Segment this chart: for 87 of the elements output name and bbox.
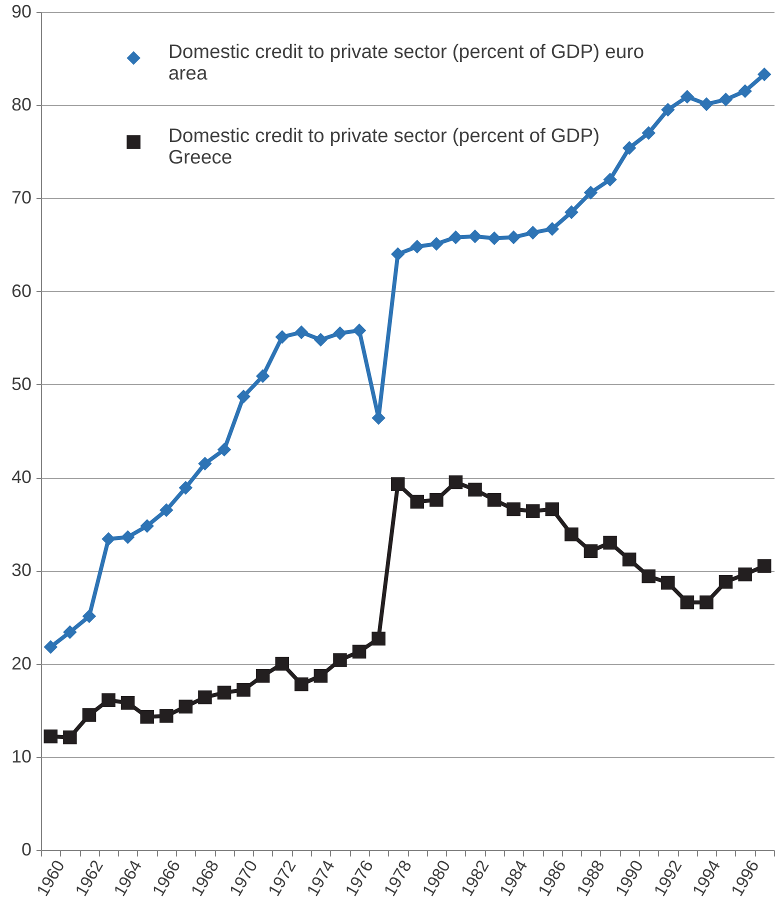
point [680, 595, 694, 610]
y-tick-label: 80 [11, 94, 32, 115]
point [410, 494, 424, 509]
point [102, 532, 116, 546]
y-tick-label: 40 [11, 467, 32, 488]
point [390, 247, 405, 261]
point [120, 696, 135, 710]
point [352, 644, 366, 659]
y-tick-label: 50 [11, 374, 32, 394]
point [120, 530, 135, 544]
point [44, 730, 58, 744]
point [236, 390, 250, 404]
point [506, 502, 520, 516]
point [159, 709, 174, 723]
point [564, 527, 578, 542]
point [159, 503, 174, 518]
point [603, 172, 617, 186]
point [506, 230, 520, 244]
point [63, 730, 77, 744]
point [178, 480, 193, 495]
legend-label: Domestic credit to private sector (percent of GDP) Greece [168, 125, 600, 169]
point [584, 186, 598, 200]
point [410, 240, 424, 254]
legend-label: Domestic credit to private sector (percent of GDP) euro area [168, 41, 644, 85]
point [217, 686, 232, 700]
point [275, 656, 290, 671]
point [294, 325, 308, 340]
point [63, 625, 77, 640]
point [545, 222, 560, 236]
point [352, 324, 366, 338]
point [140, 710, 154, 724]
point [256, 668, 270, 683]
point [642, 569, 656, 584]
point [236, 682, 250, 697]
point [44, 640, 58, 654]
y-tick-label: 20 [11, 653, 32, 674]
point [526, 226, 540, 240]
point [430, 236, 444, 251]
point [102, 693, 116, 707]
point [700, 97, 714, 112]
point [564, 205, 578, 220]
point [603, 536, 617, 550]
point [333, 326, 347, 340]
point [487, 493, 502, 507]
point [198, 690, 212, 704]
point [545, 502, 560, 516]
point [217, 442, 232, 457]
point [622, 141, 636, 155]
point [526, 504, 540, 518]
point [757, 67, 772, 82]
point [198, 456, 212, 470]
point [275, 330, 290, 344]
point [468, 230, 482, 244]
point [140, 519, 154, 533]
point [448, 475, 463, 490]
point [178, 700, 193, 714]
y-tick-label: 0 [21, 840, 32, 860]
point [700, 595, 714, 610]
point [390, 477, 405, 491]
y-tick-label: 90 [11, 2, 32, 22]
point [256, 369, 270, 383]
point [448, 230, 463, 244]
point [757, 559, 772, 573]
point [294, 677, 308, 692]
point [738, 84, 752, 98]
point [661, 576, 675, 590]
point [738, 568, 752, 582]
point [718, 574, 733, 589]
y-tick-label: 60 [11, 280, 32, 301]
y-tick-label: 30 [11, 560, 32, 580]
point [487, 231, 502, 246]
point [642, 126, 656, 140]
point [680, 90, 694, 104]
point [82, 708, 96, 722]
point [314, 332, 328, 347]
point [718, 92, 733, 106]
point [314, 668, 328, 683]
point [430, 493, 444, 507]
point [82, 609, 96, 624]
y-tick-label: 70 [11, 188, 32, 208]
point [468, 482, 482, 497]
y-tick-label: 10 [11, 746, 32, 766]
point [372, 632, 386, 646]
point [661, 102, 675, 117]
point [622, 552, 636, 566]
point [333, 653, 347, 667]
point [584, 544, 598, 558]
